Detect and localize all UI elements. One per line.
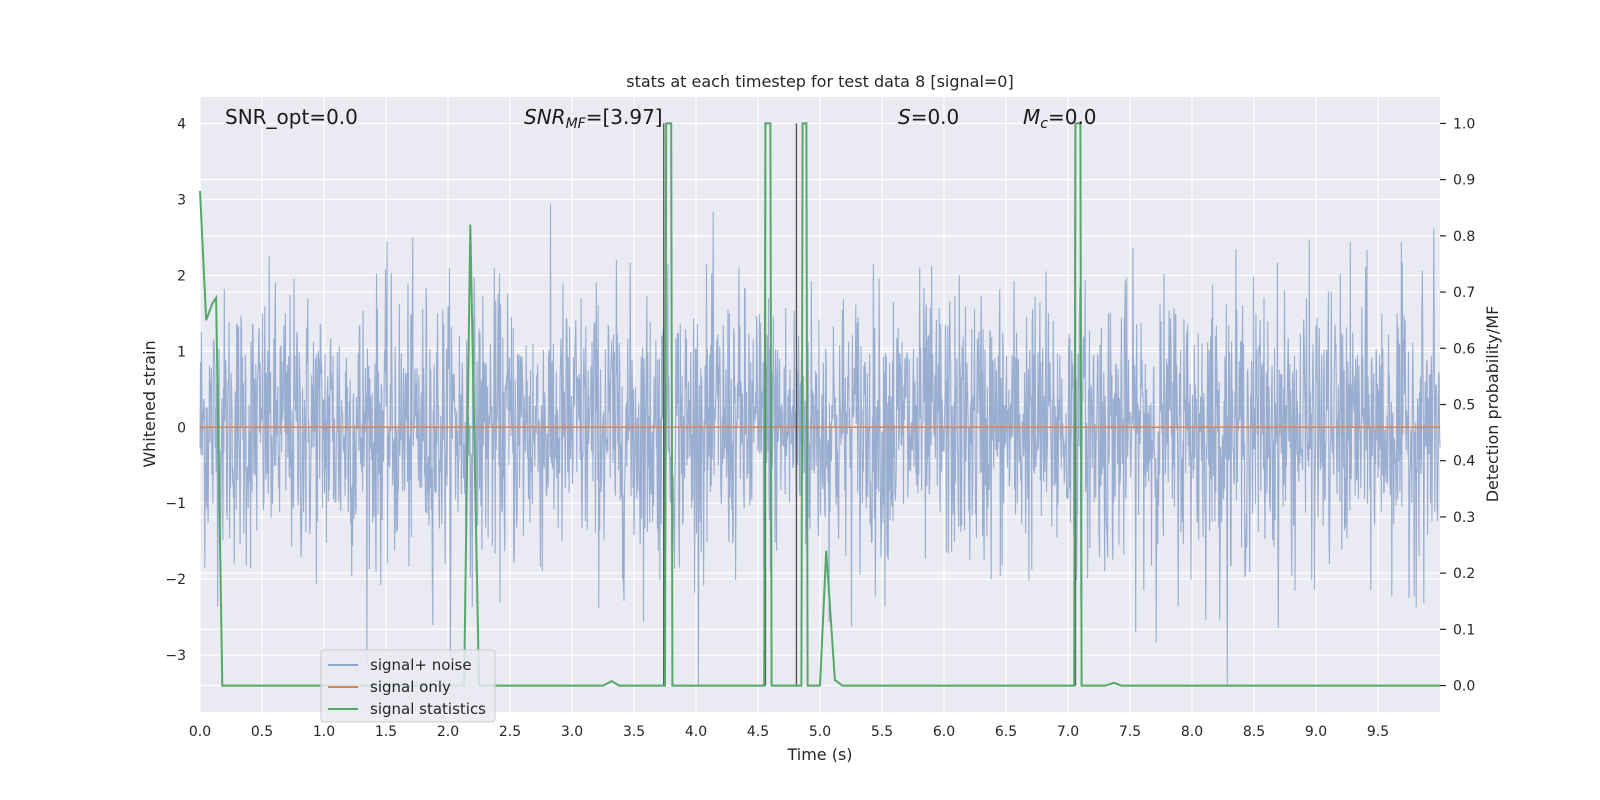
x-tick-label: 6.0 [933, 724, 955, 740]
x-tick-label: 7.5 [1119, 724, 1141, 740]
annotation-mc-subscript: c [1040, 116, 1048, 132]
series-signal-statistics-line [199, 122, 1440, 687]
y2-tick-label: 0.3 [1453, 510, 1475, 526]
annotation-mc-value: =0.0 [1048, 105, 1097, 129]
y2-tick-label: 0.0 [1453, 679, 1475, 695]
x-tick-label: 3.5 [623, 724, 645, 740]
x-tick-label: 9.0 [1305, 724, 1327, 740]
x-tick-label: 1.5 [375, 724, 397, 740]
legend: signal+ noise signal only signal statist… [320, 649, 496, 723]
y2-tick-label: 1.0 [1453, 116, 1475, 132]
y2-tick-label: 0.8 [1453, 229, 1475, 245]
x-tick-label: 9.5 [1367, 724, 1389, 740]
y-tick-label: 2 [177, 268, 186, 284]
y-tick-label: −1 [165, 496, 186, 512]
annotation-s-value: =0.0 [911, 105, 960, 129]
y-tick-label: 4 [177, 117, 186, 133]
annotation-mc-symbol: M [1023, 105, 1040, 129]
y2-tick-label: 0.5 [1453, 398, 1475, 414]
chart-title: stats at each timestep for test data 8 [… [626, 72, 1013, 91]
y-tick-label: −3 [165, 648, 186, 664]
x-tick-label: 3.0 [561, 724, 583, 740]
y2-tick-label: 0.6 [1453, 341, 1475, 357]
y2-tick-label: 0.7 [1453, 285, 1475, 301]
x-tick-label: 0.5 [251, 724, 273, 740]
annotation-snr-mf: SNRMF=[3.97] [524, 105, 663, 132]
x-tick-label: 8.0 [1181, 724, 1203, 740]
y-tick-label: −2 [165, 572, 186, 588]
x-tick-label: 4.5 [747, 724, 769, 740]
y2-axis-ticks: 1.0 0.9 0.8 0.7 0.6 0.5 0.4 0.3 0.2 0.1 0.0 [1440, 116, 1475, 695]
x-axis-label: Time (s) [786, 745, 852, 764]
x-tick-label: 2.0 [437, 724, 459, 740]
annotation-snr-mf-value: =[3.97] [586, 105, 663, 129]
annotation-mc: Mc=0.0 [1023, 105, 1097, 132]
y2-tick-label: 0.1 [1453, 622, 1475, 638]
annotation-snr-opt: SNR_opt=0.0 [225, 105, 358, 129]
legend-box [320, 649, 496, 723]
x-tick-label: 8.5 [1243, 724, 1265, 740]
annotation-snr-mf-symbol: SNR [524, 105, 566, 129]
x-tick-label: 6.5 [995, 724, 1017, 740]
y-tick-label: 3 [177, 193, 186, 209]
x-tick-label: 4.0 [685, 724, 707, 740]
x-tick-label: 0.0 [189, 724, 211, 740]
y-tick-label: 0 [177, 420, 186, 436]
legend-label-signal-only: signal only [370, 678, 451, 696]
legend-label-signal-statistics: signal statistics [370, 700, 486, 718]
x-tick-label: 7.0 [1057, 724, 1079, 740]
y-axis-ticks: 4 3 2 1 0 −1 −2 −3 [165, 117, 186, 664]
y2-tick-label: 0.4 [1453, 454, 1475, 470]
annotation-s-symbol: S [898, 105, 911, 129]
x-tick-label: 5.0 [809, 724, 831, 740]
signal-statistics-series [199, 122, 1440, 687]
annotation-s: S=0.0 [898, 105, 959, 129]
series-signal-noise-line [199, 203, 1441, 686]
y2-tick-label: 0.2 [1453, 566, 1475, 582]
y2-axis-label: Detection probability/MF [1483, 306, 1502, 503]
annotation-snr-mf-subscript: MF [566, 116, 587, 132]
x-tick-label: 2.5 [499, 724, 521, 740]
legend-label-signal-noise: signal+ noise [370, 656, 472, 674]
y-axis-label: Whitened strain [140, 340, 159, 467]
signal-noise-series [199, 203, 1441, 686]
x-axis-ticks: 0.0 0.5 1.0 1.5 2.0 2.5 3.0 3.5 4.0 4.5 5.0 5.5 6.0 6… [189, 724, 1389, 740]
x-tick-label: 5.5 [871, 724, 893, 740]
x-tick-label: 1.0 [313, 724, 335, 740]
y-tick-label: 1 [177, 344, 186, 360]
y2-tick-label: 0.9 [1453, 173, 1475, 189]
